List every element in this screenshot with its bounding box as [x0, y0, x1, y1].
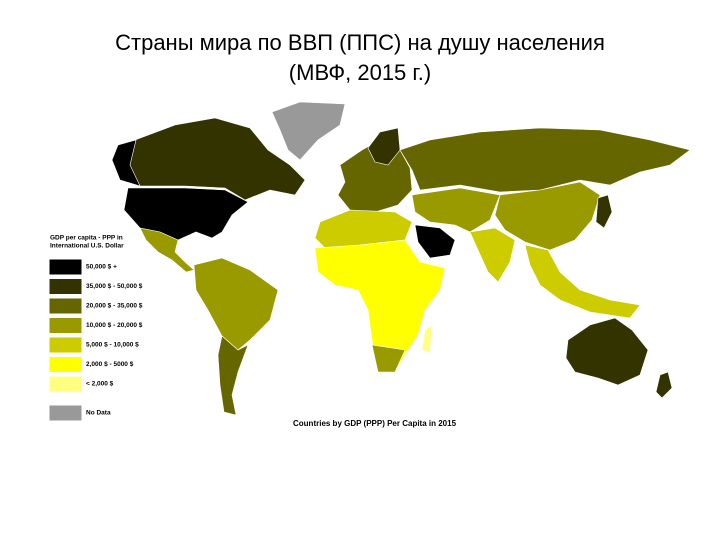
legend-label: 20,000 $ - 35,000 $ — [86, 303, 143, 310]
map-region — [524, 244, 641, 319]
legend-label: No Data — [86, 410, 111, 417]
legend-swatch — [48, 278, 83, 295]
title-line: Страны мира по ВВП (ППС) на душу населен… — [115, 30, 605, 55]
legend-swatch — [48, 317, 83, 334]
legend-swatch — [48, 336, 83, 354]
map-region — [411, 187, 501, 233]
map-region — [421, 324, 433, 353]
map-region — [217, 335, 249, 416]
legend-swatch — [48, 375, 83, 393]
map-region — [399, 127, 691, 193]
legend-swatch — [48, 404, 83, 422]
map-region — [111, 139, 141, 187]
map-region — [469, 227, 516, 283]
legend-label: < 2,000 $ — [86, 381, 114, 388]
legend-swatch — [48, 258, 83, 276]
world-map — [111, 101, 691, 416]
map-region — [193, 257, 279, 351]
map-region — [127, 117, 306, 201]
legend: 50,000 $ + 35,000 $ - 50,000 $ 20,000 $ - … — [48, 258, 143, 422]
legend-label: 5,000 $ - 10,000 $ — [86, 342, 139, 349]
map-region — [565, 317, 649, 386]
title-line: (МВФ, 2015 г.) — [288, 60, 432, 85]
map-region — [371, 344, 406, 373]
legend-label: 50,000 $ + — [86, 264, 117, 271]
map-region — [314, 239, 446, 373]
map-region — [414, 224, 456, 259]
map-caption: Countries by GDP (PPP) Per Capita in 201… — [293, 419, 457, 428]
legend-label: 35,000 $ - 50,000 $ — [86, 283, 143, 290]
legend-swatch — [48, 356, 83, 373]
map-region — [655, 371, 673, 399]
legend-title: International U.S. Dollar — [50, 243, 124, 250]
legend-label: 2,000 $ - 5000 $ — [86, 361, 134, 368]
legend-label: 10,000 $ - 20,000 $ — [86, 322, 143, 329]
map-region — [494, 181, 601, 251]
map-region — [595, 194, 613, 229]
legend-swatch — [48, 297, 83, 315]
map-region — [271, 101, 346, 161]
map-region — [139, 227, 195, 273]
legend-title: GDP per capita - PPP in — [50, 235, 123, 242]
